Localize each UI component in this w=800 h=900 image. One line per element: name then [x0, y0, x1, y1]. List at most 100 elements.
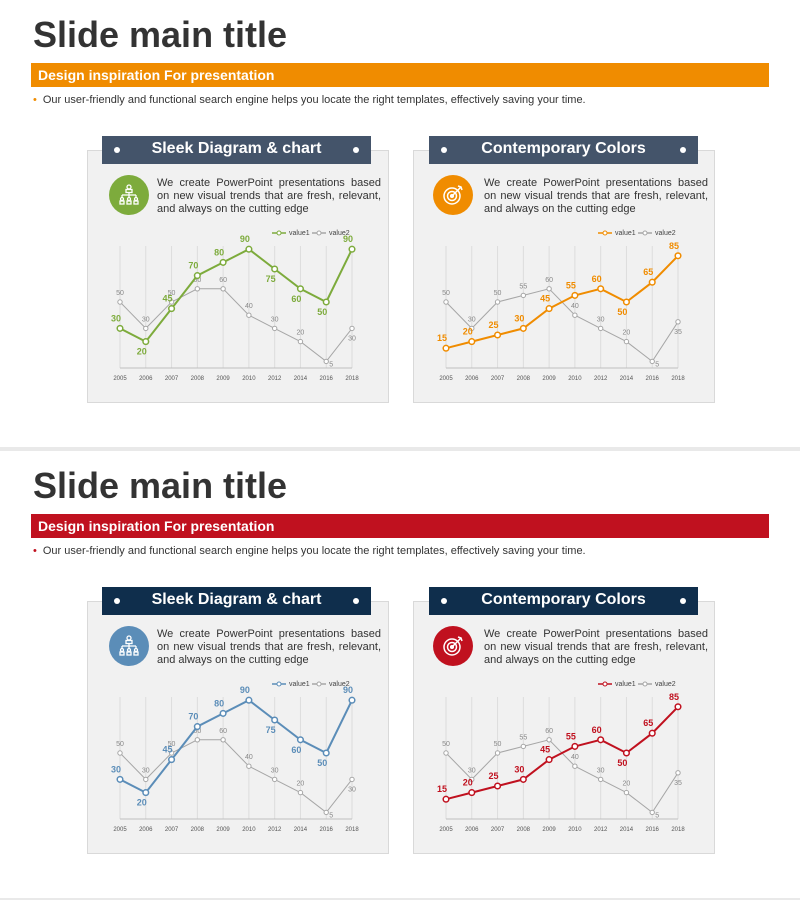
series-line-value2 [119, 288, 353, 363]
data-point-value2 [297, 789, 304, 796]
data-label-value2: 40 [245, 754, 253, 761]
data-label-value2: 50 [494, 741, 502, 748]
x-tick-label: 2009 [216, 376, 230, 382]
series-line-value1 [445, 255, 679, 350]
data-point-value1 [622, 298, 630, 306]
data-point-value1 [442, 344, 450, 352]
data-point-value2 [323, 358, 329, 365]
card-header-right: Contemporary Colors [429, 136, 698, 164]
data-point-value1 [271, 716, 279, 724]
data-label-value2: 55 [519, 734, 527, 741]
data-point-value1 [348, 696, 356, 704]
data-label-value2: 60 [193, 277, 201, 284]
slide-title: Slide main title [33, 14, 288, 55]
x-tick-label: 2016 [320, 827, 334, 833]
data-point-value2 [623, 338, 630, 345]
data-point-value1 [271, 265, 279, 273]
data-label-value1: 60 [291, 294, 301, 304]
x-tick-label: 2012 [268, 376, 282, 382]
x-tick-label: 2018 [671, 827, 685, 833]
data-point-value1 [571, 742, 579, 750]
data-point-value1 [597, 285, 605, 293]
data-label-value1: 85 [669, 241, 679, 251]
data-point-value1 [442, 795, 450, 803]
x-tick-label: 2016 [646, 827, 660, 833]
data-point-value1 [648, 729, 656, 737]
data-point-value1 [519, 324, 527, 332]
data-point-value2 [572, 763, 578, 769]
data-label-value2: 30 [348, 786, 356, 793]
data-label-value1: 85 [669, 692, 679, 702]
header-dot-icon [441, 598, 447, 604]
data-point-value2 [271, 776, 278, 783]
data-point-value1 [296, 736, 304, 744]
data-label-value1: 30 [111, 313, 121, 323]
series-line-value1 [445, 706, 679, 801]
data-point-value2 [546, 286, 552, 292]
x-tick-label: 2007 [165, 376, 179, 382]
slide-1: Slide main title Design inspiration For … [0, 0, 800, 447]
x-tick-label: 2016 [646, 376, 660, 382]
data-label-value1: 75 [266, 725, 276, 735]
x-tick-label: 2008 [517, 827, 531, 833]
data-point-value1 [322, 298, 330, 306]
data-label-value1: 60 [592, 274, 602, 284]
data-label-value1: 25 [489, 771, 499, 781]
data-point-value2 [168, 299, 175, 305]
data-label-value1: 70 [188, 712, 198, 722]
data-point-value2 [297, 338, 304, 345]
data-point-value1 [468, 789, 476, 797]
data-label-value1: 55 [566, 280, 576, 290]
data-point-value1 [545, 305, 553, 313]
legend-marker [316, 230, 322, 236]
data-point-value1 [674, 252, 682, 260]
data-label-value1: 50 [617, 307, 627, 317]
data-point-value1 [193, 272, 201, 280]
legend-marker [276, 230, 282, 236]
data-point-value2 [443, 299, 449, 305]
x-tick-label: 2018 [345, 827, 359, 833]
data-label-value2: 5 [655, 812, 659, 819]
data-point-value1 [545, 756, 553, 764]
series-line-value2 [119, 739, 353, 814]
data-point-value2 [675, 770, 681, 776]
slide-title: Slide main title [33, 465, 288, 506]
slide-2: Slide main title Design inspiration For … [0, 451, 800, 898]
data-label-value2: 30 [348, 335, 356, 342]
legend-label: value1 [289, 681, 310, 688]
x-tick-label: 2008 [191, 827, 205, 833]
x-tick-label: 2006 [139, 827, 153, 833]
data-point-value1 [468, 338, 476, 346]
data-point-value2 [194, 737, 201, 743]
legend-marker [602, 681, 608, 687]
data-point-value1 [571, 291, 579, 299]
line-chart: 2005 2006 2007 2008 2009 2010 2012 2014 2016 2018… [437, 681, 685, 833]
data-label-value1: 65 [643, 718, 653, 728]
data-point-value1 [494, 331, 502, 339]
data-point-value2 [520, 743, 527, 750]
x-tick-label: 2012 [268, 827, 282, 833]
data-label-value2: 30 [142, 316, 150, 323]
data-point-value2 [675, 319, 681, 325]
data-label-value2: 50 [168, 290, 176, 297]
x-tick-label: 2007 [491, 376, 505, 382]
org-chart-icon [109, 626, 149, 666]
data-label-value2: 20 [297, 330, 305, 337]
series-line-value2 [445, 288, 679, 363]
org-chart-icon [109, 175, 149, 215]
x-tick-label: 2010 [568, 827, 582, 833]
data-label-value2: 50 [442, 741, 450, 748]
data-label-value1: 15 [437, 784, 447, 794]
data-point-value2 [520, 292, 527, 299]
data-point-value2 [349, 776, 355, 783]
x-tick-label: 2014 [294, 827, 308, 833]
data-point-value2 [572, 312, 578, 318]
header-dot-icon [680, 598, 686, 604]
data-point-value2 [246, 763, 252, 769]
data-label-value2: 60 [193, 728, 201, 735]
data-point-value1 [142, 789, 150, 797]
data-label-value1: 20 [137, 347, 147, 357]
header-dot-icon [353, 147, 359, 153]
data-label-value2: 40 [571, 303, 579, 310]
card-header-title: Sleek Diagram & chart [151, 140, 322, 157]
